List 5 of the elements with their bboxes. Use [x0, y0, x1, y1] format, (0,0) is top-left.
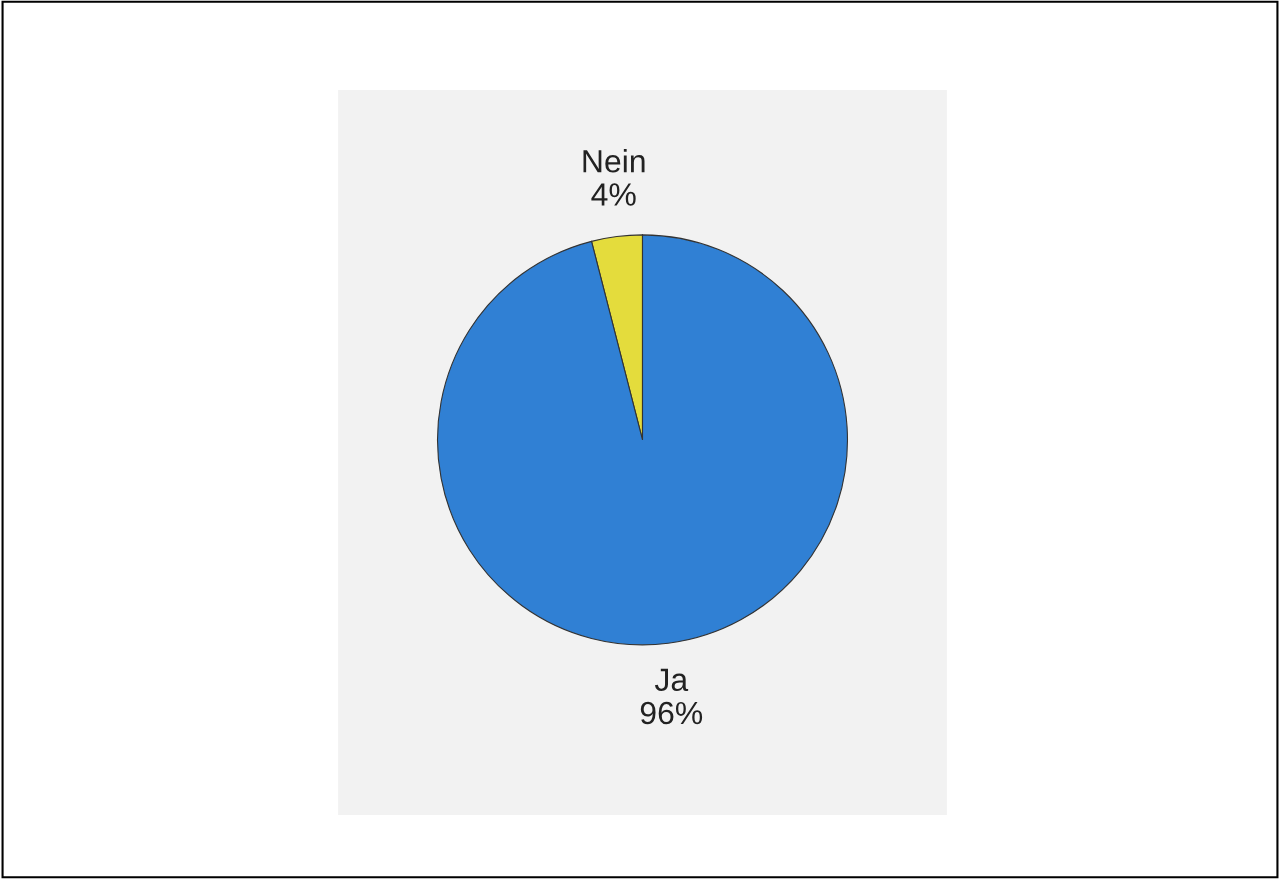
data-label: 4% [591, 183, 636, 206]
data-label: 96% [640, 701, 703, 725]
slice-label: Nein [583, 149, 645, 173]
pie-slice [436, 234, 849, 646]
slice-label: Ja [654, 668, 689, 692]
